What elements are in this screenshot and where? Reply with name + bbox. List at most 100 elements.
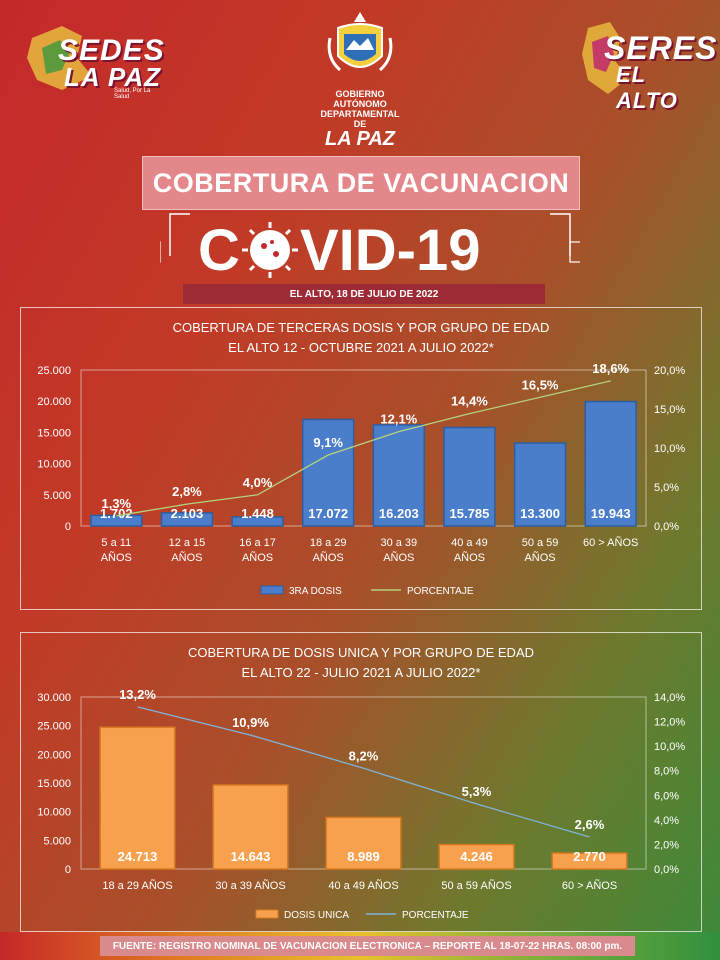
y-left-tick-label: 5.000 <box>43 490 71 502</box>
bar-value-label: 19.943 <box>591 506 631 521</box>
x-tick-label: AÑOS <box>171 551 202 564</box>
x-tick-label: 16 a 17 <box>239 537 276 549</box>
percentage-line <box>137 706 590 838</box>
y-right-tick-label: 2,0% <box>654 839 679 851</box>
logo-seres-text: SERES <box>604 30 718 66</box>
y-left-tick-label: 20.000 <box>37 749 71 761</box>
legend-bar-swatch <box>260 585 284 595</box>
bar-value-label: 8.989 <box>347 849 380 864</box>
logo-sedes-text: SEDES <box>58 34 165 67</box>
line-value-label: 5,3% <box>462 784 492 799</box>
bar-value-label: 16.203 <box>379 506 419 521</box>
x-tick-label: AÑOS <box>313 551 344 564</box>
line-value-label: 16,5% <box>522 377 559 392</box>
virus-icon <box>242 222 298 278</box>
bar <box>99 726 176 870</box>
bar-value-label: 13.300 <box>520 506 560 521</box>
plot-area <box>80 369 647 527</box>
logo-gobierno-line2: DEPARTAMENTAL DE <box>320 109 400 129</box>
y-left-tick-label: 15.000 <box>37 427 71 439</box>
y-right-tick-label: 10,0% <box>654 443 685 455</box>
page-title: COBERTURA DE VACUNACION <box>142 156 580 210</box>
x-tick-label: AÑOS <box>454 551 485 564</box>
x-tick-label: 40 a 49 <box>451 537 488 549</box>
bar <box>160 512 214 527</box>
x-tick-label: 12 a 15 <box>169 537 206 549</box>
line-value-label: 1,3% <box>101 496 131 511</box>
chart2-title-line1: COBERTURA DE DOSIS UNICA Y POR GRUPO DE … <box>187 645 535 660</box>
x-tick-label: 40 a 49 AÑOS <box>328 879 398 892</box>
bar <box>231 516 284 527</box>
bar-value-label: 24.713 <box>118 849 158 864</box>
y-right-tick-label: 8,0% <box>654 766 679 778</box>
bar-value-label: 1.448 <box>241 506 274 521</box>
legend-line-label: PORCENTAJE <box>407 586 474 597</box>
x-tick-label: 50 a 59 <box>522 537 559 549</box>
y-left-tick-label: 0 <box>65 521 71 533</box>
chart1-title-line2: EL ALTO 12 - OCTUBRE 2021 A JULIO 2022* <box>228 340 494 355</box>
line-value-label: 13,2% <box>119 687 156 702</box>
bar <box>513 442 567 527</box>
bar-value-label: 14.643 <box>231 849 271 864</box>
bar-value-label: 4.246 <box>460 849 493 864</box>
x-tick-label: 50 a 59 AÑOS <box>441 879 511 892</box>
line-value-label: 10,9% <box>232 715 269 730</box>
seres-el-alto-logo: SERES EL ALTO <box>580 18 716 113</box>
y-left-tick-label: 30.000 <box>37 692 71 704</box>
bar <box>443 426 496 527</box>
legend-bar-label: 3RA DOSIS <box>289 586 342 597</box>
bar <box>372 424 425 527</box>
legend-bar-swatch <box>255 909 279 919</box>
x-tick-label: AÑOS <box>101 551 132 564</box>
gobierno-la-paz-logo: GOBIERNO AUTÓNOMO DEPARTAMENTAL DE LA PA… <box>320 8 400 149</box>
y-left-tick-label: 15.000 <box>37 778 71 790</box>
chart-panel-dosis-unica: COBERTURA DE DOSIS UNICA Y POR GRUPO DE … <box>20 632 702 932</box>
sedes-la-paz-logo: SEDES LA PAZ Salud, Por La Salud <box>22 18 165 100</box>
x-tick-label: 18 a 29 <box>310 537 347 549</box>
chart-dosis-unica: 0 5.000 10.000 15.000 20.000 25.000 30.000 0,0%… <box>37 687 685 921</box>
y-right-tick-label: 0,0% <box>654 521 679 533</box>
logo-tagline: Salud, Por La Salud <box>114 88 151 100</box>
bar-value-label: 17.072 <box>308 506 348 521</box>
chart1-title-line1: COBERTURA DE TERCERAS DOSIS Y POR GRUPO … <box>172 320 550 335</box>
y-right-tick-label: 12,0% <box>654 717 685 729</box>
logo-elalto-text: EL ALTO <box>616 62 678 113</box>
y-left-tick-label: 10.000 <box>37 459 71 471</box>
bar-value-label: 2.103 <box>171 506 204 521</box>
logo-gobierno-line1: GOBIERNO AUTÓNOMO <box>333 89 387 109</box>
report-date: EL ALTO, 18 DE JULIO DE 2022 <box>183 284 545 304</box>
x-tick-label: AÑOS <box>242 551 273 564</box>
line-value-label: 2,8% <box>172 484 202 499</box>
y-left-tick-label: 20.000 <box>37 396 71 408</box>
bar <box>302 418 355 527</box>
legend-bar-label: DOSIS UNICA <box>284 910 349 921</box>
line-value-label: 9,1% <box>313 435 343 450</box>
line-value-label: 18,6% <box>592 361 629 376</box>
source-footer: FUENTE: REGISTRO NOMINAL DE VACUNACION E… <box>100 936 635 956</box>
bolivia-map-icon <box>27 26 92 90</box>
x-tick-label: 5 a 11 <box>101 537 131 549</box>
covid-banner: C VID-19 <box>139 206 591 286</box>
y-left-tick-label: 0 <box>65 864 71 876</box>
x-tick-label: 30 a 39 <box>380 537 417 549</box>
legend-line-label: PORCENTAJE <box>402 910 469 921</box>
chart-terceras-dosis: 0 5.000 10.000 15.000 20.000 25.000 0,0% 5,0% 10… <box>37 361 685 597</box>
logo-lapaz-text: LA PAZ <box>64 62 161 92</box>
x-tick-label: 60 > AÑOS <box>562 879 617 892</box>
x-tick-label: 60 > AÑOS <box>583 536 638 549</box>
y-left-tick-label: 25.000 <box>37 365 71 377</box>
percentage-line <box>116 380 611 517</box>
covid-text: VID-19 <box>300 218 481 283</box>
y-right-tick-label: 20,0% <box>654 365 685 377</box>
chart2-title-line2: EL ALTO 22 - JULIO 2021 A JULIO 2022* <box>241 665 481 680</box>
bar-value-label: 15.785 <box>450 506 490 521</box>
y-left-tick-label: 25.000 <box>37 721 71 733</box>
bar <box>584 400 637 527</box>
y-left-tick-label: 10.000 <box>37 807 71 819</box>
bar-value-label: 1.702 <box>100 506 133 521</box>
logo-gobierno-line3: LA PAZ <box>325 128 395 150</box>
x-tick-label: AÑOS <box>524 551 555 564</box>
y-right-tick-label: 6,0% <box>654 790 679 802</box>
line-value-label: 4,0% <box>243 475 273 490</box>
y-right-tick-label: 15,0% <box>654 404 685 416</box>
